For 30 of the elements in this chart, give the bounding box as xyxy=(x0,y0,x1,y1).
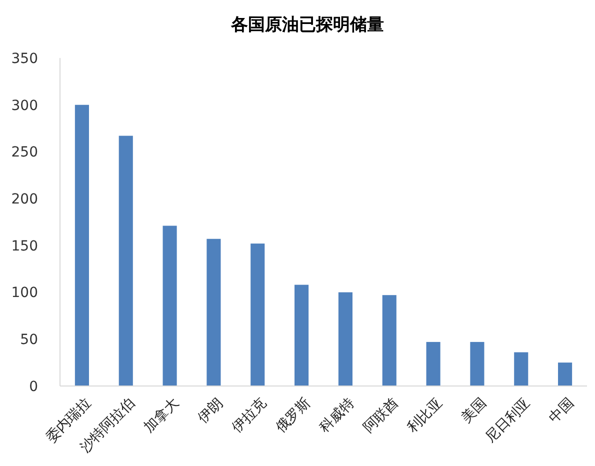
x-tick-label: 俄罗斯 xyxy=(272,394,314,436)
bar xyxy=(250,244,265,386)
x-tick-label: 科威特 xyxy=(316,394,358,436)
y-tick-label: 200 xyxy=(11,191,38,208)
x-tick-label: 加拿大 xyxy=(141,394,182,436)
bar xyxy=(338,292,352,386)
bar xyxy=(558,362,572,386)
x-tick-label: 伊拉克 xyxy=(228,394,270,436)
x-tick-label: 伊朗 xyxy=(194,394,226,426)
y-tick-label: 250 xyxy=(11,144,38,161)
chart-title: 各国原油已探明储量 xyxy=(230,15,384,35)
bar xyxy=(514,352,528,386)
y-tick-label: 0 xyxy=(29,378,38,395)
y-tick-label: 300 xyxy=(11,98,38,114)
y-tick-label: 50 xyxy=(20,332,38,348)
bar xyxy=(118,136,133,386)
y-tick-label: 350 xyxy=(11,50,38,67)
bar xyxy=(382,295,396,386)
x-tick-label: 阿联酋 xyxy=(360,394,402,436)
x-tick-label: 中国 xyxy=(546,394,578,426)
x-tick-label: 美国 xyxy=(458,394,490,426)
bar xyxy=(470,342,484,386)
y-tick-label: 100 xyxy=(11,285,38,302)
y-tick-label: 150 xyxy=(11,238,38,254)
bar xyxy=(74,104,89,386)
bar xyxy=(206,238,221,386)
bar xyxy=(294,284,309,386)
bar xyxy=(426,342,440,386)
bar xyxy=(162,226,177,386)
x-tick-label: 利比亚 xyxy=(404,394,446,436)
